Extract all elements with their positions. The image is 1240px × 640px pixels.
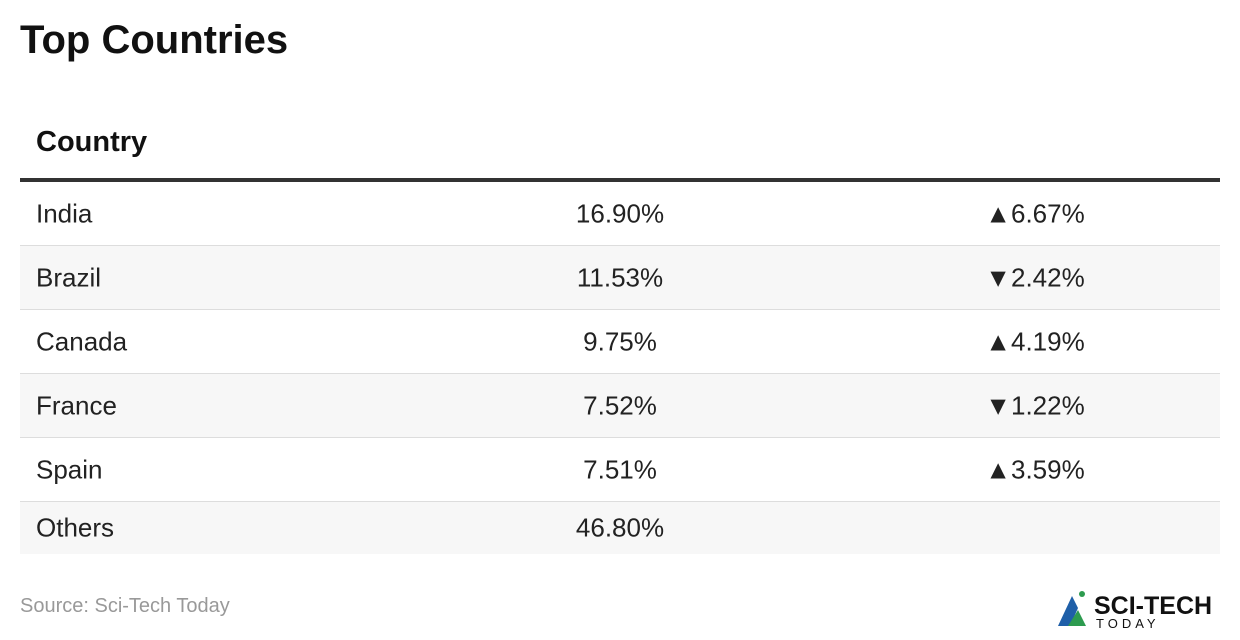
country: France bbox=[36, 390, 117, 420]
share: 16.90% bbox=[575, 198, 665, 228]
title: Top Countries bbox=[20, 18, 289, 62]
source: Source: Sci-Tech Today bbox=[20, 595, 230, 617]
table-row: Brazil 11.53% ▼2.42% bbox=[20, 246, 1220, 310]
change: ▼2.42% bbox=[985, 262, 1085, 292]
share: 11.53% bbox=[576, 262, 664, 292]
share: 46.80% bbox=[575, 512, 665, 543]
change: ▲6.67% bbox=[985, 198, 1085, 228]
logo: SCI-TECH TODAY bbox=[1058, 591, 1212, 631]
country: Brazil bbox=[36, 262, 102, 292]
table-row: India 16.90% ▲6.67% bbox=[20, 182, 1220, 246]
table-row: Canada 9.75% ▲4.19% bbox=[20, 310, 1220, 374]
logo-tagline: TODAY bbox=[1096, 616, 1160, 631]
table-row: Others 46.80% bbox=[20, 502, 1220, 554]
country: Others bbox=[36, 512, 115, 543]
change: ▼1.22% bbox=[985, 390, 1085, 420]
country: Spain bbox=[36, 454, 103, 484]
table-row: Spain 7.51% ▲3.59% bbox=[20, 438, 1220, 502]
logo-icon bbox=[1079, 591, 1085, 597]
share: 7.51% bbox=[583, 454, 657, 484]
column-header: Country bbox=[36, 126, 148, 158]
change: ▲4.19% bbox=[985, 326, 1085, 356]
table-row: France 7.52% ▼1.22% bbox=[20, 374, 1220, 438]
country: India bbox=[36, 198, 93, 228]
logo-name: SCI-TECH bbox=[1094, 592, 1212, 620]
table: Country India 16.90% ▲6.67% Brazil 11.53% ▼2.… bbox=[20, 108, 1220, 554]
country: Canada bbox=[36, 326, 128, 356]
table-header: Country bbox=[20, 108, 1220, 182]
share: 9.75% bbox=[583, 326, 657, 356]
change: ▲3.59% bbox=[985, 454, 1085, 484]
share: 7.52% bbox=[583, 390, 657, 420]
logo-icon bbox=[1068, 610, 1086, 626]
